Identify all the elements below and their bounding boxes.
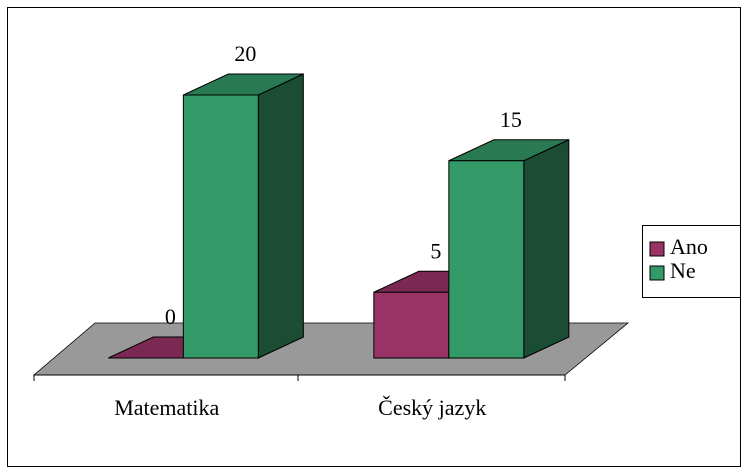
value-label: 15 (500, 107, 522, 132)
bar-side (257, 73, 304, 359)
chart-frame (7, 7, 741, 467)
legend-label: Ano (670, 234, 708, 259)
value-label: 20 (234, 41, 256, 66)
bar-side (523, 138, 570, 359)
x-tick-label: Český jazyk (378, 395, 486, 420)
bar (182, 94, 259, 359)
value-label: 5 (430, 238, 441, 263)
legend-swatch (649, 265, 665, 281)
bar (448, 160, 525, 359)
bar (373, 291, 450, 359)
x-tick-label: Matematika (114, 395, 219, 420)
value-label: 0 (165, 304, 176, 329)
legend-swatch (649, 241, 665, 257)
legend (642, 225, 741, 298)
legend-label: Ne (670, 258, 696, 283)
